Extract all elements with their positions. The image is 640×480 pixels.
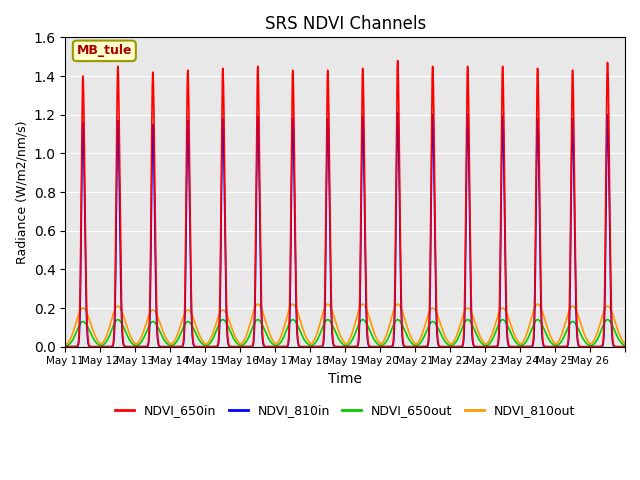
Line: NDVI_810out: NDVI_810out <box>65 304 625 345</box>
NDVI_650in <box>417 344 425 349</box>
NDVI_650in <box>477 344 484 349</box>
NDVI_810in <box>393 171 401 177</box>
NDVI_810in <box>621 344 629 349</box>
Legend: NDVI_650in, NDVI_810in, NDVI_650out, NDVI_810out: NDVI_650in, NDVI_810in, NDVI_650out, NDV… <box>110 399 580 422</box>
NDVI_650in <box>264 344 272 349</box>
NDVI_810in <box>394 110 401 116</box>
NDVI_650out <box>90 336 97 342</box>
NDVI_810out <box>90 329 97 335</box>
NDVI_650in <box>393 124 401 130</box>
NDVI_650in <box>621 344 629 349</box>
NDVI_810out <box>393 302 401 308</box>
NDVI_810out <box>534 301 541 307</box>
NDVI_650out <box>264 335 272 340</box>
Line: NDVI_810in: NDVI_810in <box>65 113 625 347</box>
Y-axis label: Radiance (W/m2/nm/s): Radiance (W/m2/nm/s) <box>15 120 28 264</box>
Text: MB_tule: MB_tule <box>77 44 132 57</box>
NDVI_810in <box>417 344 425 349</box>
NDVI_650in <box>506 344 514 349</box>
NDVI_650in <box>61 344 69 349</box>
NDVI_810out <box>264 326 272 332</box>
NDVI_650in <box>90 344 97 349</box>
Line: NDVI_650in: NDVI_650in <box>65 60 625 347</box>
NDVI_650out <box>621 343 629 348</box>
NDVI_810in <box>477 344 484 349</box>
Line: NDVI_650out: NDVI_650out <box>65 320 625 346</box>
NDVI_650in <box>394 58 401 63</box>
NDVI_650out <box>506 329 514 335</box>
NDVI_810out <box>621 341 629 347</box>
NDVI_810out <box>506 320 514 325</box>
NDVI_810out <box>476 334 484 339</box>
NDVI_810in <box>61 344 69 349</box>
NDVI_650out <box>417 339 425 345</box>
NDVI_650out <box>61 343 69 349</box>
NDVI_810in <box>90 344 97 349</box>
NDVI_650out <box>604 317 611 323</box>
NDVI_810out <box>417 334 425 340</box>
NDVI_810in <box>506 344 514 349</box>
NDVI_810in <box>264 344 272 349</box>
NDVI_650out <box>476 338 484 344</box>
Title: SRS NDVI Channels: SRS NDVI Channels <box>264 15 426 33</box>
NDVI_810out <box>61 342 69 348</box>
NDVI_650out <box>393 317 401 323</box>
X-axis label: Time: Time <box>328 372 362 386</box>
